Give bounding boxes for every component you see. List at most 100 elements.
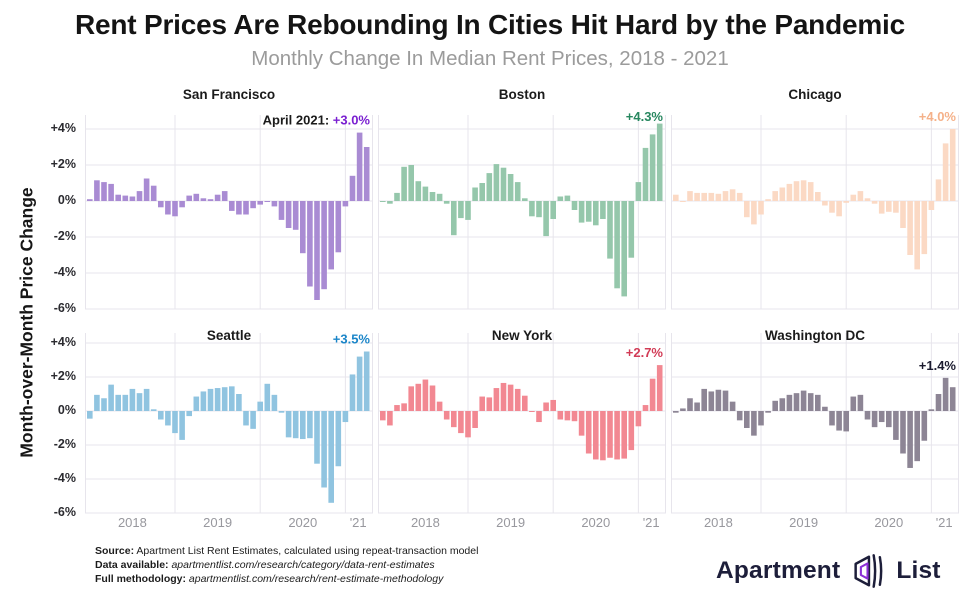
bar-month-18 [507, 174, 514, 201]
bar-month-29 [878, 411, 885, 423]
bar-month-27 [278, 411, 285, 413]
bar-month-25 [264, 383, 271, 411]
bar-month-16 [493, 388, 500, 411]
bar-month-6 [715, 389, 722, 411]
x-tick-year: 2019 [203, 515, 232, 530]
bar-month-19 [807, 393, 814, 411]
x-tick-year: 2019 [789, 515, 818, 530]
bar-month-31 [307, 411, 313, 439]
bar-month-35 [335, 411, 342, 467]
bar-month-10 [158, 201, 164, 208]
bar-month-14 [772, 400, 778, 411]
bar-month-25 [264, 201, 271, 202]
bar-month-3 [694, 192, 700, 201]
annotation-value: +3.0% [333, 113, 371, 128]
x-tick-year: '21 [936, 515, 953, 530]
bar-month-31 [307, 201, 313, 287]
y-tick-label: -6% [53, 301, 76, 315]
bar-month-27 [864, 198, 871, 201]
bar-month-25 [850, 194, 857, 201]
y-tick-label: -6% [53, 505, 76, 519]
x-tick-year: '21 [643, 515, 660, 530]
bar-month-6 [422, 186, 429, 201]
bar-month-29 [878, 201, 885, 214]
bar-month-36 [635, 411, 642, 427]
bar-month-11 [458, 411, 464, 434]
bar-month-8 [729, 401, 736, 411]
bar-month-17 [793, 181, 800, 201]
bar-month-15 [779, 187, 786, 201]
bar-month-8 [436, 193, 443, 201]
y-tick-label: -2% [53, 437, 76, 451]
x-tick-year: 2020 [874, 515, 903, 530]
bar-month-11 [458, 201, 464, 219]
logo-arc-2 [878, 555, 883, 587]
bar-month-0 [87, 199, 93, 201]
bar-month-34 [328, 201, 334, 270]
latest-value-annotation: +2.7% [626, 345, 664, 360]
bar-month-24 [843, 411, 849, 432]
methodology-url: apartmentlist.com/research/rent-estimate… [186, 573, 444, 585]
x-tick-year: 2020 [288, 515, 317, 530]
bar-month-9 [443, 201, 450, 204]
bar-month-24 [550, 201, 556, 219]
bar-month-20 [815, 394, 821, 411]
bar-month-39 [656, 365, 663, 411]
bar-month-1 [680, 201, 686, 202]
y-tick-label: -4% [53, 265, 76, 279]
bar-month-29 [292, 201, 299, 230]
bar-month-26 [271, 394, 278, 411]
bar-month-39 [949, 129, 956, 201]
bar-month-22 [243, 201, 249, 215]
bar-month-0 [380, 411, 386, 421]
bar-month-22 [829, 411, 835, 426]
bar-month-7 [429, 385, 436, 411]
bar-month-16 [493, 164, 500, 201]
bar-month-2 [101, 182, 107, 201]
bar-month-33 [614, 201, 620, 289]
bar-month-26 [564, 411, 571, 421]
y-tick-label: +4% [50, 121, 76, 135]
bar-month-37 [935, 394, 942, 411]
bar-month-26 [271, 201, 278, 207]
bar-month-9 [150, 409, 157, 411]
bar-month-35 [628, 201, 635, 258]
bar-month-24 [843, 201, 849, 203]
bar-month-16 [786, 183, 793, 201]
bar-month-27 [278, 201, 285, 220]
logo-word-list: List [896, 557, 941, 584]
latest-value-annotation: +1.4% [919, 358, 957, 373]
bar-month-27 [864, 411, 871, 420]
bar-month-38 [649, 378, 656, 411]
bar-month-23 [836, 201, 842, 217]
bar-month-21 [822, 406, 828, 411]
bar-month-12 [758, 411, 764, 426]
bar-month-18 [214, 194, 221, 201]
bar-month-33 [321, 411, 327, 488]
chart-plot-san-francisco: April 2021: +3.0% [85, 113, 373, 310]
bar-month-19 [221, 191, 228, 201]
bar-month-5 [122, 394, 129, 411]
bar-month-30 [300, 201, 306, 254]
bar-month-16 [200, 198, 207, 201]
bar-month-19 [221, 387, 228, 411]
bar-month-3 [694, 402, 700, 411]
latest-value-annotation: +4.3% [626, 109, 664, 124]
bar-month-9 [736, 192, 743, 201]
methodology-label: Full methodology: [95, 573, 186, 585]
bar-month-23 [543, 402, 549, 411]
bar-month-35 [921, 411, 928, 441]
x-tick-year: 2020 [581, 515, 610, 530]
chart-plot-washington-dc: 2018 2019 2020 '21 +1.4% [671, 333, 959, 530]
bar-month-37 [935, 179, 942, 201]
bar-month-1 [94, 180, 100, 201]
bar-month-13 [765, 199, 771, 201]
bar-month-36 [635, 182, 642, 201]
bar-month-38 [649, 134, 656, 201]
bar-month-7 [722, 191, 729, 201]
bar-month-12 [465, 411, 471, 438]
bar-month-12 [172, 411, 178, 434]
bar-month-14 [186, 195, 192, 201]
bar-month-38 [942, 377, 949, 411]
bar-month-21 [529, 201, 535, 217]
